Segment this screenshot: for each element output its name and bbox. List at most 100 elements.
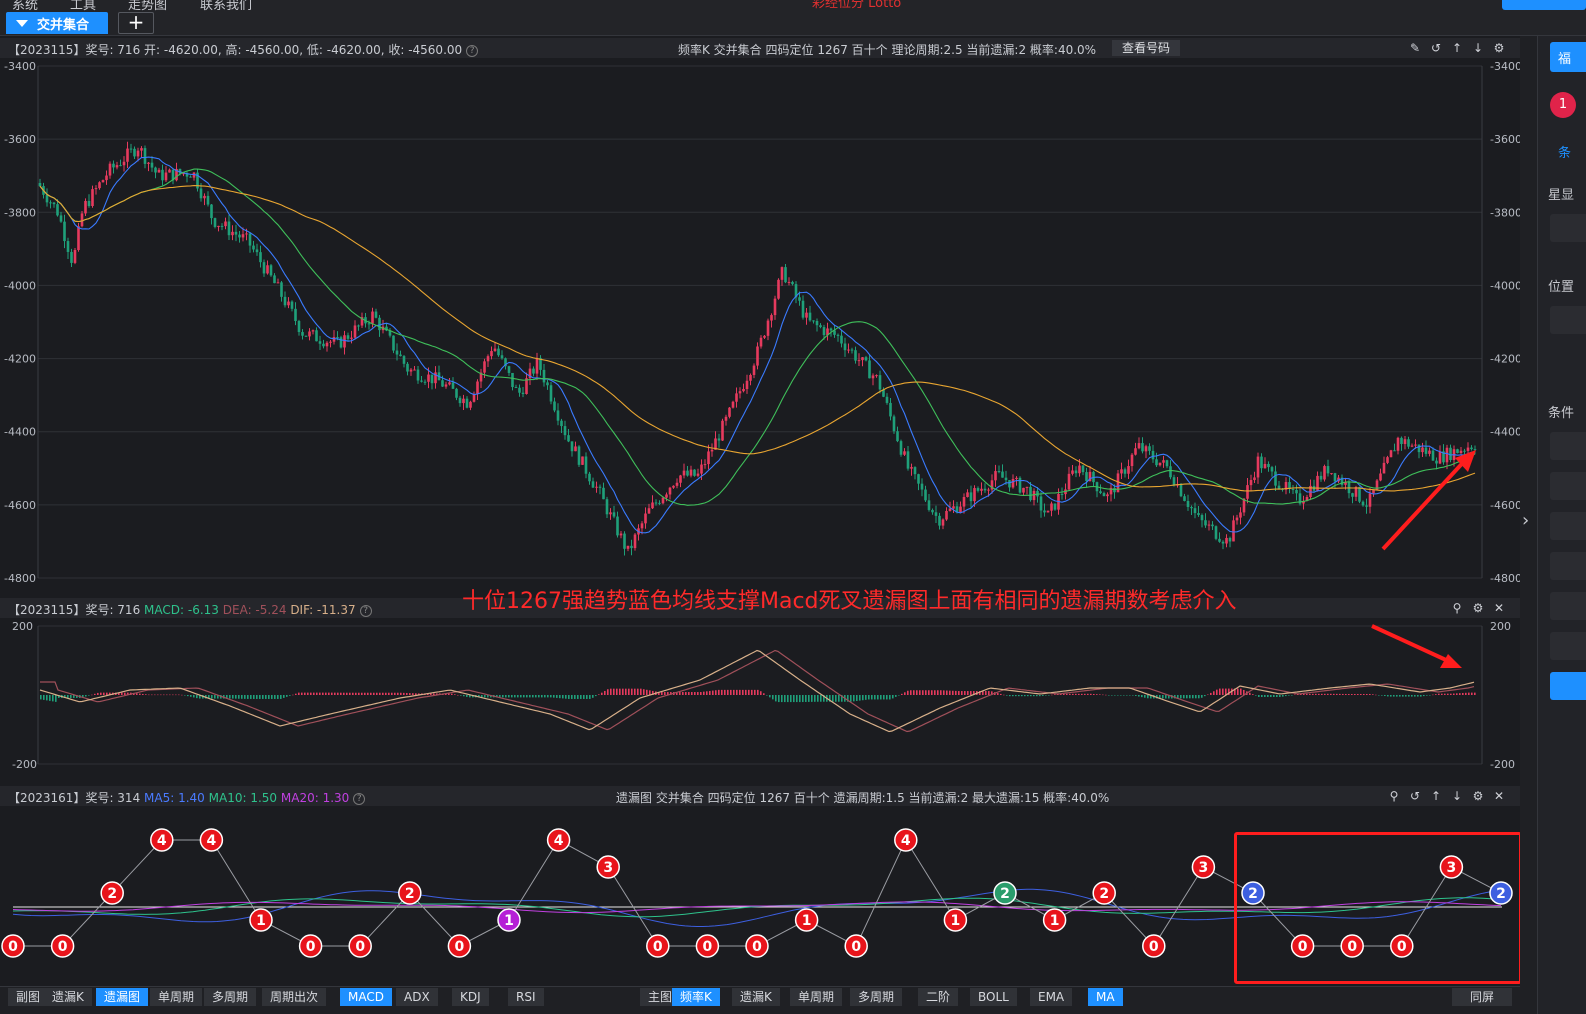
- macd-bar: [997, 693, 999, 695]
- subchart-button-6[interactable]: MACD: [340, 988, 392, 1006]
- up-icon[interactable]: ↑: [1430, 789, 1442, 803]
- up-icon[interactable]: ↑: [1451, 41, 1463, 55]
- subchart-button-7[interactable]: ADX: [396, 988, 438, 1006]
- add-tab-button[interactable]: +: [118, 12, 154, 34]
- subchart-button-9[interactable]: RSI: [508, 988, 544, 1006]
- miss-point[interactable]: [1, 934, 25, 958]
- menu-tools[interactable]: 工具: [70, 0, 97, 13]
- mainchart-button-3[interactable]: 单周期: [790, 988, 843, 1006]
- pin-icon[interactable]: ⚲: [1452, 601, 1462, 615]
- miss-point[interactable]: [844, 934, 868, 958]
- mainchart-button-6[interactable]: BOLL: [970, 988, 1017, 1006]
- miss-point[interactable]: [1142, 934, 1166, 958]
- mainchart-button-9[interactable]: 同屏: [1452, 988, 1513, 1006]
- mainchart-button-5[interactable]: 二阶: [918, 988, 959, 1006]
- miss-point[interactable]: [1042, 908, 1067, 932]
- mainchart-button-2[interactable]: 遗漏K: [732, 988, 780, 1006]
- miss-point[interactable]: [1092, 881, 1116, 905]
- subchart-button-1[interactable]: 遗漏K: [44, 988, 92, 1006]
- close-icon[interactable]: ✕: [1493, 601, 1505, 615]
- top-right-button[interactable]: [1502, 0, 1586, 10]
- sidebar-confirm-button[interactable]: [1550, 672, 1586, 700]
- help-icon[interactable]: ?: [359, 605, 372, 617]
- miss-point[interactable]: [1290, 934, 1315, 958]
- sidebar-field[interactable]: [1550, 632, 1586, 660]
- miss-point-label: 0: [8, 939, 18, 955]
- sidebar-badge[interactable]: 1: [1550, 92, 1576, 118]
- miss-point[interactable]: [646, 934, 670, 958]
- down-icon[interactable]: ↓: [1451, 789, 1463, 803]
- miss-point[interactable]: [794, 908, 819, 932]
- miss-point[interactable]: [745, 934, 769, 958]
- miss-point[interactable]: [993, 881, 1017, 905]
- mainchart-button-4[interactable]: 多周期: [850, 988, 903, 1006]
- pin-icon[interactable]: ⚲: [1389, 789, 1399, 803]
- sidebar-item[interactable]: 条: [1558, 146, 1572, 161]
- sidebar-field[interactable]: [1550, 214, 1586, 242]
- miss-point[interactable]: [1439, 855, 1464, 879]
- mainchart-button-7[interactable]: EMA: [1030, 988, 1073, 1006]
- miss-point[interactable]: [1340, 934, 1364, 958]
- candle-body: [672, 485, 675, 488]
- mainchart-button-0[interactable]: 主图: [640, 988, 681, 1006]
- miss-point[interactable]: [199, 828, 224, 852]
- candle-body: [903, 451, 906, 455]
- mainchart-button-1[interactable]: 频率K: [672, 988, 720, 1006]
- miss-point[interactable]: [497, 908, 521, 932]
- miss-point[interactable]: [1191, 855, 1216, 879]
- help-icon[interactable]: ?: [353, 793, 366, 805]
- macd-bar: [922, 690, 924, 695]
- sidebar-field[interactable]: [1550, 592, 1586, 620]
- tab-intersection-union[interactable]: 交并集合: [6, 12, 108, 34]
- miss-point[interactable]: [298, 934, 323, 958]
- miss-point[interactable]: [695, 934, 720, 958]
- chevron-right-icon[interactable]: ›: [1522, 510, 1530, 531]
- miss-point[interactable]: [348, 934, 372, 958]
- macd-bar: [784, 695, 786, 703]
- subchart-button-5[interactable]: 周期出次: [262, 988, 327, 1006]
- miss-point[interactable]: [546, 828, 571, 852]
- sidebar-field[interactable]: [1550, 512, 1586, 540]
- undo-icon[interactable]: ↺: [1409, 789, 1421, 803]
- settings-icon[interactable]: ⚙: [1472, 601, 1484, 615]
- subchart-button-2[interactable]: 遗漏图: [96, 988, 149, 1006]
- miss-point[interactable]: [596, 855, 620, 879]
- menu-contact[interactable]: 联系我们: [200, 0, 253, 13]
- close-icon[interactable]: ✕: [1493, 789, 1505, 803]
- miss-point[interactable]: [1390, 934, 1414, 958]
- miss-point[interactable]: [1489, 881, 1513, 905]
- undo-icon[interactable]: ↺: [1430, 41, 1442, 55]
- menu-system[interactable]: 系统: [12, 0, 39, 13]
- settings-icon[interactable]: ⚙: [1472, 789, 1484, 803]
- sidebar-field[interactable]: [1550, 472, 1586, 500]
- miss-point[interactable]: [398, 881, 422, 905]
- miss-point[interactable]: [447, 934, 472, 958]
- sidebar-field[interactable]: [1550, 552, 1586, 580]
- miss-point[interactable]: [894, 828, 918, 852]
- miss-point[interactable]: [100, 881, 124, 905]
- miss-point[interactable]: [50, 934, 75, 958]
- miss-point[interactable]: [150, 828, 174, 852]
- miss-point[interactable]: [943, 908, 968, 932]
- macd-bar: [709, 690, 711, 695]
- settings-icon[interactable]: ⚙: [1493, 41, 1505, 55]
- macd-bar: [1261, 695, 1263, 697]
- down-icon[interactable]: ↓: [1472, 41, 1484, 55]
- help-icon[interactable]: ?: [466, 45, 479, 57]
- miss-point[interactable]: [1241, 881, 1265, 905]
- subchart-button-8[interactable]: KDJ: [452, 988, 489, 1006]
- subchart-button-4[interactable]: 多周期: [204, 988, 257, 1006]
- view-numbers-button[interactable]: 查看号码: [1112, 40, 1181, 56]
- sidebar-field[interactable]: [1550, 306, 1586, 334]
- subchart-button-0[interactable]: 副图: [8, 988, 49, 1006]
- sidebar-tab-button[interactable]: [1550, 42, 1586, 72]
- mainchart-button-8[interactable]: MA: [1088, 988, 1123, 1006]
- sidebar-field[interactable]: [1550, 432, 1586, 460]
- edit-icon[interactable]: ✎: [1409, 41, 1421, 55]
- macd-chart[interactable]: 200 200 -200 -200: [0, 618, 1520, 776]
- subchart-button-3[interactable]: 单周期: [150, 988, 203, 1006]
- miss-chart[interactable]: 0 0 2 4 4 1 0 0 2 0 1 4 3 0 0 0 1 0 4 1 2 1 2 0 3 2 0 0 0 3 2: [0, 806, 1520, 986]
- miss-point[interactable]: [249, 908, 273, 932]
- menu-trend[interactable]: 走势图: [128, 0, 168, 13]
- kline-chart[interactable]: -3400 -3400 -3600 -3600 -3800 -3800 -4000 -4000…: [0, 58, 1520, 588]
